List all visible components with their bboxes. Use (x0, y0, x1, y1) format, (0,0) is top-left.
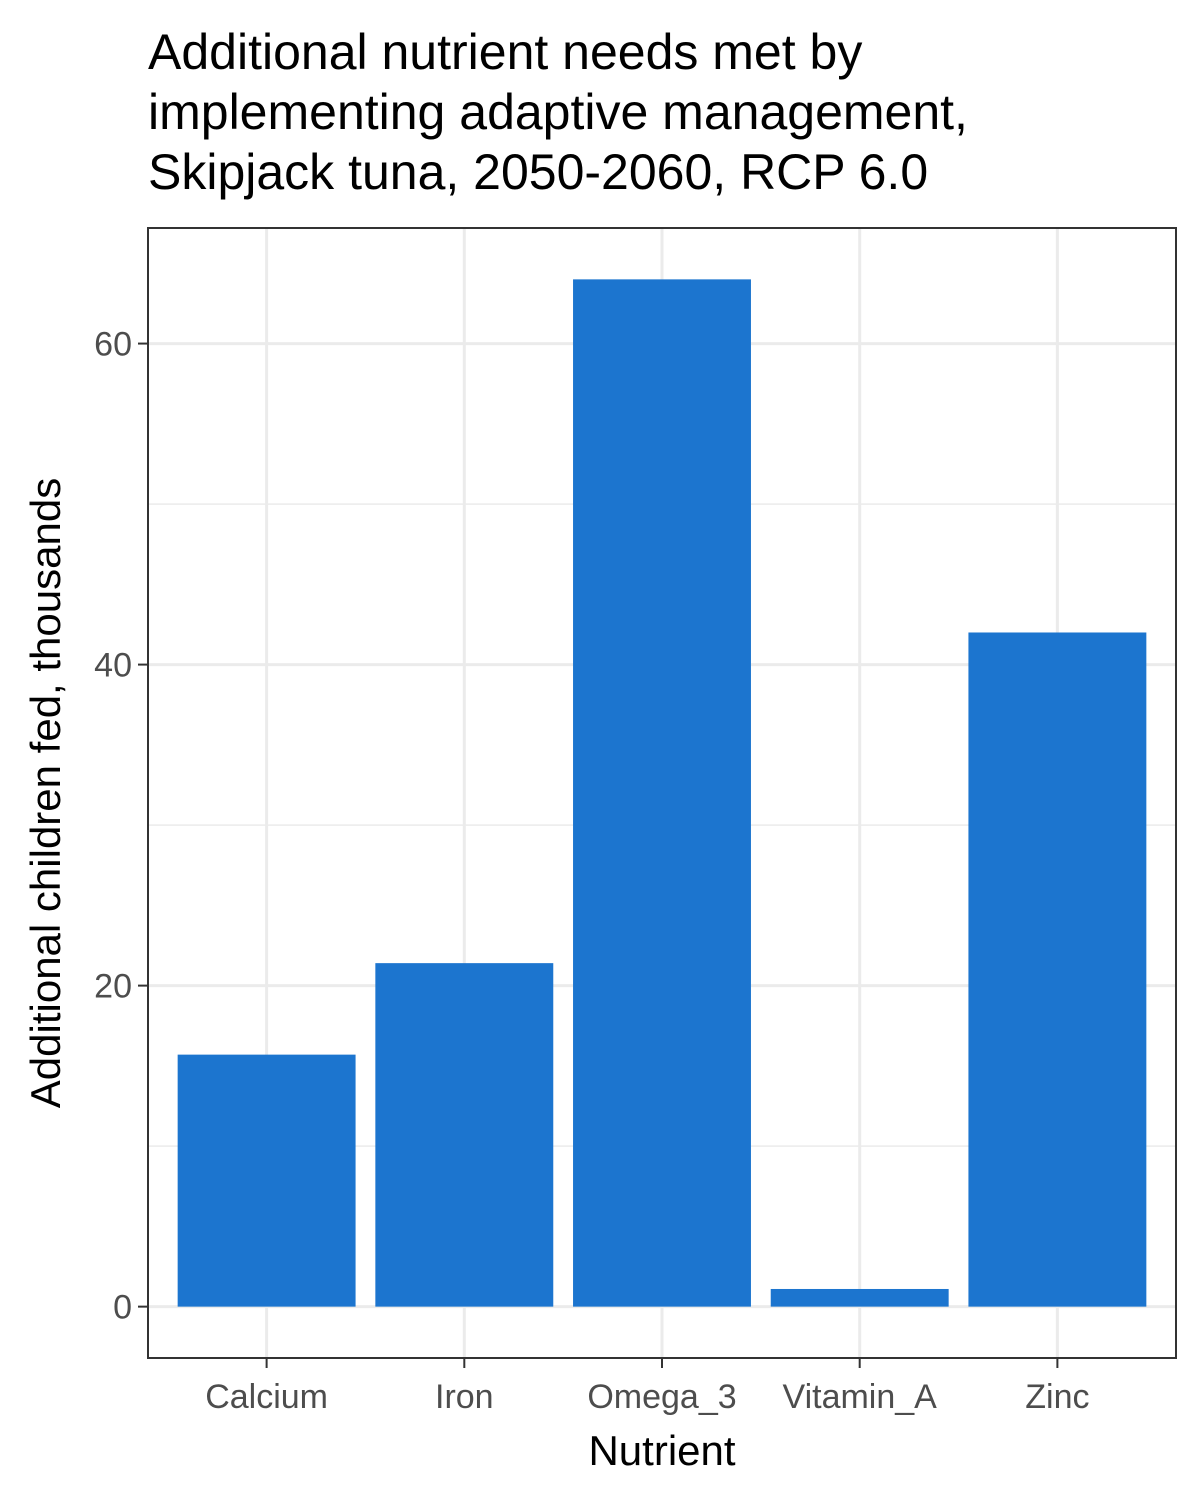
x-tick-label: Iron (435, 1378, 494, 1416)
chart-title-line-1: Additional nutrient needs met by (148, 24, 863, 80)
chart-title-line-3: Skipjack tuna, 2050-2060, RCP 6.0 (148, 144, 929, 200)
y-tick-label: 40 (94, 647, 132, 685)
bars (177, 279, 1147, 1307)
chart-title: Additional nutrient needs met by impleme… (148, 22, 1188, 202)
x-tick-label: Calcium (205, 1378, 328, 1416)
bar-zinc (968, 632, 1147, 1307)
bar-omega-3 (573, 279, 751, 1307)
axes: 0 20 40 60 Calcium Iron Omega_3 Vitamin_A Zinc (94, 326, 1089, 1416)
y-tick-label: 60 (94, 326, 132, 364)
y-tick-label: 20 (94, 968, 132, 1006)
y-axis-title: Additional children fed, thousands (22, 478, 69, 1108)
x-tick-label: Omega_3 (587, 1378, 736, 1416)
x-axis-title: Nutrient (588, 1427, 735, 1474)
x-tick-label: Zinc (1025, 1378, 1089, 1416)
chart-title-line-2: implementing adaptive management, (148, 84, 968, 140)
x-tick-label: Vitamin_A (783, 1378, 938, 1416)
bar-vitamin-a (770, 1288, 949, 1307)
bar-calcium (177, 1054, 356, 1307)
y-tick-label: 0 (113, 1289, 132, 1327)
bar-iron (375, 963, 554, 1307)
